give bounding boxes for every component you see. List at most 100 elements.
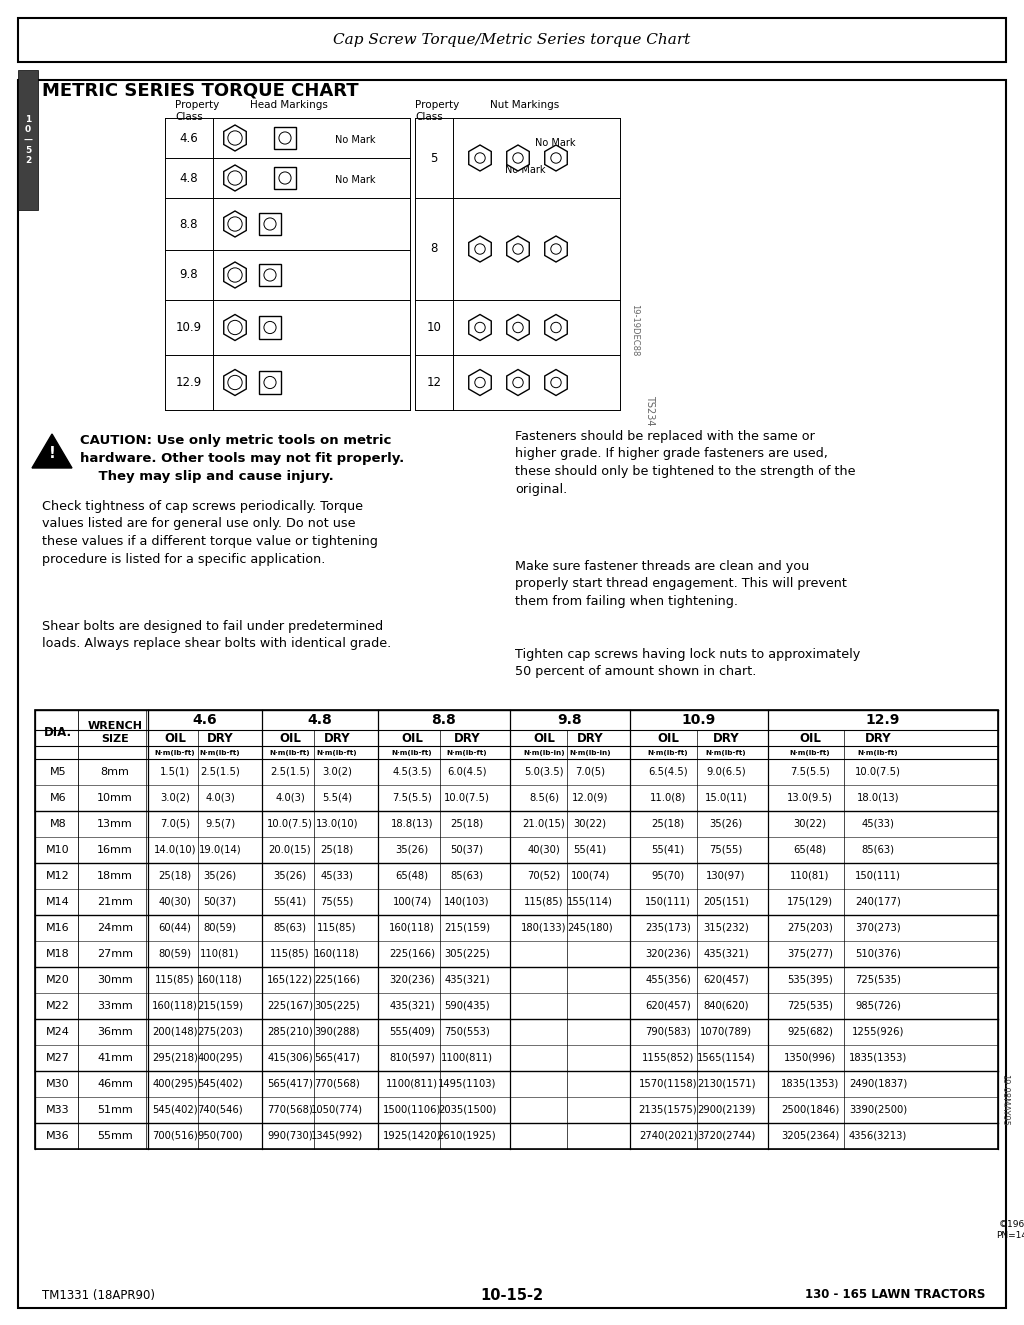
Text: 95(70): 95(70)	[651, 871, 685, 881]
Text: 9.5(7): 9.5(7)	[205, 819, 236, 829]
Text: 18mm: 18mm	[97, 871, 133, 881]
Text: 160(118): 160(118)	[198, 975, 243, 984]
Text: N·m(lb-in): N·m(lb-in)	[523, 750, 565, 755]
Text: 65(48): 65(48)	[395, 871, 428, 881]
Text: Head Markings: Head Markings	[250, 99, 328, 110]
Text: 4.0(3): 4.0(3)	[205, 792, 234, 803]
Text: N·m(lb-ft): N·m(lb-ft)	[316, 750, 357, 755]
Text: 33mm: 33mm	[97, 1000, 133, 1011]
Circle shape	[513, 378, 523, 388]
Text: 25(18): 25(18)	[159, 871, 191, 881]
Text: 110(81): 110(81)	[791, 871, 829, 881]
Text: 2490(1837): 2490(1837)	[849, 1079, 907, 1089]
Text: 235(173): 235(173)	[645, 924, 691, 933]
Text: 285(210): 285(210)	[267, 1027, 313, 1037]
Text: 2610(1925): 2610(1925)	[437, 1132, 497, 1141]
Text: METRIC SERIES TORQUE CHART: METRIC SERIES TORQUE CHART	[42, 82, 358, 99]
Text: 240(177): 240(177)	[855, 897, 901, 908]
Text: 1
0
—
5
2: 1 0 — 5 2	[24, 115, 33, 166]
Text: 950(700): 950(700)	[198, 1132, 243, 1141]
Text: M5: M5	[50, 767, 67, 776]
Text: 100(74): 100(74)	[570, 871, 609, 881]
Text: 435(321): 435(321)	[389, 1000, 435, 1011]
Text: 19-19DEC88: 19-19DEC88	[630, 303, 639, 356]
Text: N·m(lb-ft): N·m(lb-ft)	[392, 750, 432, 755]
Text: 30mm: 30mm	[97, 975, 133, 984]
Text: 1570(1158): 1570(1158)	[639, 1079, 697, 1089]
Text: 40(30): 40(30)	[527, 845, 560, 855]
Text: !: !	[48, 447, 55, 461]
Text: 35(26): 35(26)	[273, 871, 306, 881]
Text: 275(203): 275(203)	[787, 924, 833, 933]
Text: 13.0(10): 13.0(10)	[315, 819, 358, 829]
Text: 990(730): 990(730)	[267, 1132, 312, 1141]
Text: 225(166): 225(166)	[389, 949, 435, 959]
Text: 60(44): 60(44)	[159, 924, 191, 933]
Text: Cap Screw Torque/Metric Series torque Chart: Cap Screw Torque/Metric Series torque Ch…	[334, 33, 690, 46]
Text: 8: 8	[430, 242, 437, 256]
Text: 150(111): 150(111)	[855, 871, 901, 881]
Text: 215(159): 215(159)	[197, 1000, 243, 1011]
Text: 55(41): 55(41)	[273, 897, 306, 908]
Text: 9.0(6.5): 9.0(6.5)	[707, 767, 745, 776]
Circle shape	[264, 269, 276, 281]
Circle shape	[475, 378, 485, 388]
Polygon shape	[223, 370, 246, 395]
Text: 4.8: 4.8	[179, 171, 199, 184]
Text: 1925(1420): 1925(1420)	[383, 1132, 441, 1141]
Text: 12: 12	[427, 376, 441, 390]
Text: 1070(789): 1070(789)	[700, 1027, 752, 1037]
Polygon shape	[545, 144, 567, 171]
Text: 41mm: 41mm	[97, 1053, 133, 1063]
Text: 55mm: 55mm	[97, 1132, 133, 1141]
Text: 2740(2021): 2740(2021)	[639, 1132, 697, 1141]
Text: 4.6: 4.6	[193, 713, 217, 727]
Text: 320(236): 320(236)	[645, 949, 691, 959]
Text: 4.0(3): 4.0(3)	[275, 792, 305, 803]
Text: 400(295): 400(295)	[153, 1079, 198, 1089]
Text: 790(583): 790(583)	[645, 1027, 691, 1037]
Text: M20: M20	[46, 975, 70, 984]
Text: 12.9: 12.9	[176, 376, 202, 390]
Text: Tighten cap screws having lock nuts to approximately
50 percent of amount shown : Tighten cap screws having lock nuts to a…	[515, 648, 860, 678]
Text: 150(111): 150(111)	[645, 897, 691, 908]
Polygon shape	[507, 314, 529, 341]
Text: OIL: OIL	[280, 731, 301, 745]
Polygon shape	[223, 166, 246, 191]
Polygon shape	[223, 211, 246, 237]
Text: N·m(lb-in): N·m(lb-in)	[569, 750, 610, 755]
Text: 8.5(6): 8.5(6)	[529, 792, 559, 803]
Text: 160(118): 160(118)	[314, 949, 359, 959]
Text: M8: M8	[49, 819, 67, 829]
Text: 21mm: 21mm	[97, 897, 133, 908]
Text: Nut Markings: Nut Markings	[490, 99, 559, 110]
Text: 100(74): 100(74)	[392, 897, 432, 908]
Text: 165(122): 165(122)	[267, 975, 313, 984]
Text: 1050(774): 1050(774)	[311, 1105, 362, 1116]
Text: 115(85): 115(85)	[317, 924, 356, 933]
Text: 55(41): 55(41)	[651, 845, 685, 855]
Text: 555(409): 555(409)	[389, 1027, 435, 1037]
Text: 46mm: 46mm	[97, 1079, 133, 1089]
Circle shape	[228, 321, 242, 335]
Text: 1155(852): 1155(852)	[642, 1053, 694, 1063]
Text: N·m(lb-ft): N·m(lb-ft)	[155, 750, 196, 755]
Text: N·m(lb-ft): N·m(lb-ft)	[706, 750, 746, 755]
Circle shape	[279, 132, 291, 144]
Text: 1100(811): 1100(811)	[441, 1053, 493, 1063]
Text: 985(726): 985(726)	[855, 1000, 901, 1011]
Circle shape	[264, 322, 276, 334]
Circle shape	[264, 217, 276, 231]
Text: 435(321): 435(321)	[703, 949, 749, 959]
Polygon shape	[469, 314, 492, 341]
Text: M36: M36	[46, 1132, 70, 1141]
Text: DIA.: DIA.	[44, 726, 72, 739]
Text: 80(59): 80(59)	[204, 924, 237, 933]
Text: 840(620): 840(620)	[703, 1000, 749, 1011]
Text: 5.5(4): 5.5(4)	[322, 792, 352, 803]
Text: M33: M33	[46, 1105, 70, 1116]
Text: No Mark: No Mark	[505, 166, 545, 175]
Circle shape	[475, 244, 485, 254]
Text: 740(546): 740(546)	[198, 1105, 243, 1116]
Text: 75(55): 75(55)	[321, 897, 353, 908]
